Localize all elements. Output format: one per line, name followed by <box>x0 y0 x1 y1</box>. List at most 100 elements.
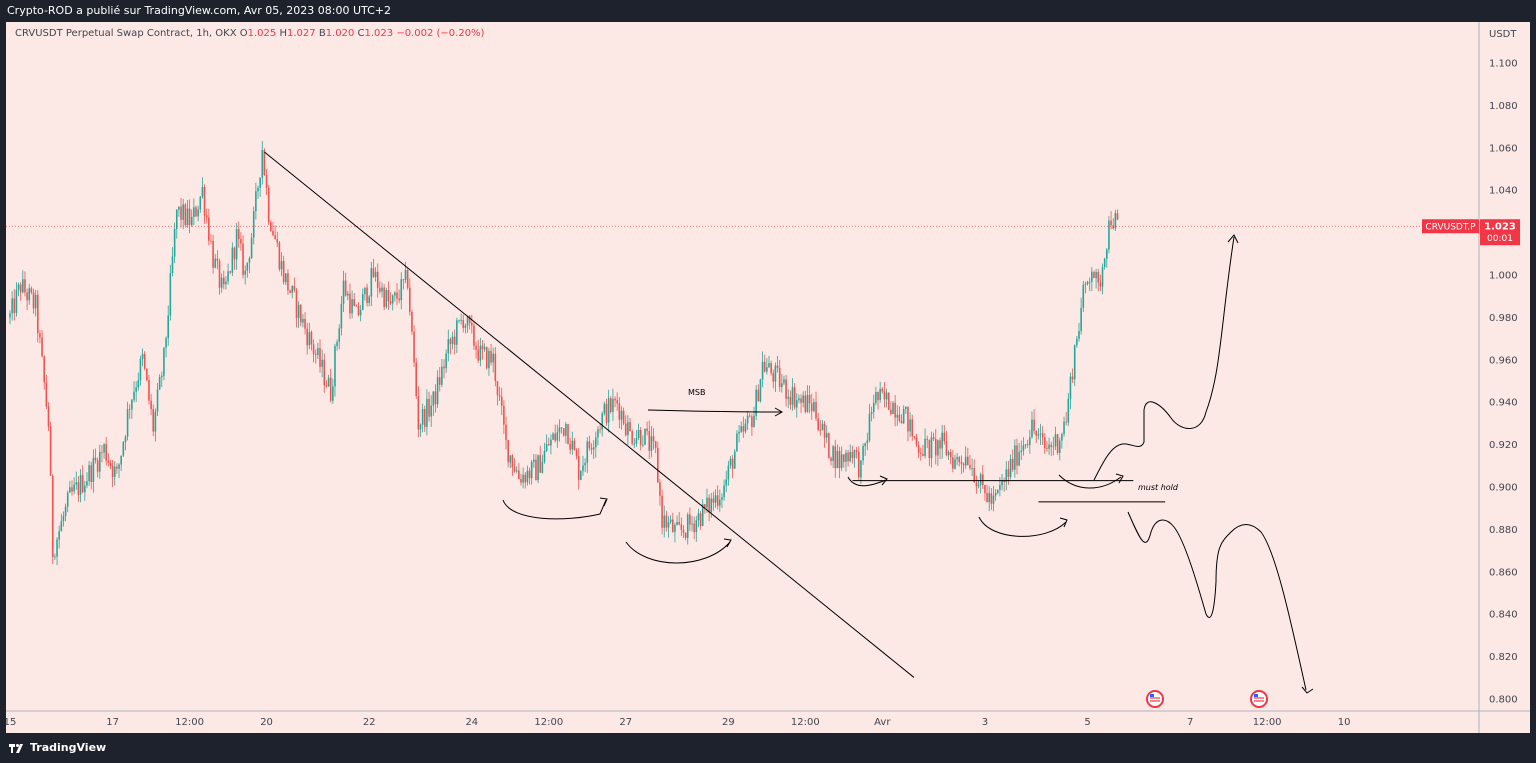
candle-body <box>370 268 373 297</box>
candle-body <box>494 353 497 382</box>
candle-body <box>795 400 798 408</box>
candle-body <box>905 406 907 409</box>
candle-body <box>1003 481 1005 483</box>
candle-body <box>426 398 428 427</box>
candle-body <box>597 429 599 438</box>
candle-body <box>188 208 191 225</box>
candle-body <box>175 209 178 229</box>
candle-body <box>736 433 738 452</box>
candle-body <box>244 270 246 275</box>
candle-body <box>872 402 875 413</box>
candle-body <box>139 358 142 381</box>
candle-body <box>924 438 926 456</box>
candle-body <box>937 440 939 456</box>
candle-body <box>1011 458 1014 470</box>
candle-body <box>233 247 236 260</box>
candle-body <box>396 292 398 299</box>
candle-body <box>753 415 755 428</box>
candle-body <box>471 322 473 326</box>
candle-body <box>41 337 43 357</box>
candle-body <box>830 457 832 461</box>
candle-body <box>490 350 492 363</box>
candle-body <box>676 522 678 525</box>
candle-body <box>449 339 452 345</box>
candle-body <box>265 175 268 188</box>
candle-body <box>218 260 221 288</box>
candle-body <box>24 279 26 293</box>
candle-body <box>342 280 345 304</box>
candle-body <box>851 451 854 458</box>
candle-body <box>1065 421 1067 423</box>
price-tick-label: 0.840 <box>1489 610 1518 621</box>
candle-body <box>310 332 313 345</box>
candle-body <box>447 339 450 354</box>
candle-body <box>379 287 381 292</box>
tradingview-logo[interactable]: TradingView <box>8 741 106 754</box>
candle-body <box>182 204 184 220</box>
price-chart[interactable]: USDT 1.100 1.080 1.060 1.040 1.020 1.000 0.980 0… <box>6 22 1530 733</box>
legend-o-value: 1.025 <box>247 28 277 39</box>
candle-body <box>280 260 283 270</box>
event-flag-canton <box>1254 694 1258 697</box>
candle-body <box>81 475 84 493</box>
candle-body <box>199 196 202 210</box>
candle-body <box>400 279 403 301</box>
candle-body <box>620 410 623 420</box>
candle-body <box>43 356 46 383</box>
candle-body <box>607 398 610 423</box>
candle-body <box>699 513 702 526</box>
candle-body <box>584 462 586 466</box>
candle-body <box>708 497 710 513</box>
candle-body <box>1020 450 1023 453</box>
candle-body <box>646 428 648 432</box>
candle-body <box>36 294 39 334</box>
candle-body <box>631 431 633 444</box>
candle-body <box>637 429 640 439</box>
candle-body <box>956 457 958 460</box>
arc-5 <box>1058 474 1122 489</box>
candle-body <box>909 419 911 432</box>
price-tick-label: 1.100 <box>1489 59 1518 70</box>
candle-body <box>411 311 413 332</box>
candle-body <box>26 292 28 301</box>
candle-body <box>190 216 193 225</box>
price-tick-label: 0.960 <box>1489 355 1518 366</box>
candle-body <box>1116 213 1119 220</box>
footer-bar: TradingView <box>0 733 1536 763</box>
candle-body <box>802 395 804 403</box>
candle-body <box>443 366 445 369</box>
candle-body <box>785 379 787 399</box>
candle-body <box>1084 283 1087 285</box>
candle-body <box>312 344 315 354</box>
candle-body <box>513 467 516 472</box>
candle-body <box>71 487 73 492</box>
candle-body <box>54 556 56 558</box>
candle-body <box>344 280 347 296</box>
candle-body <box>116 466 118 469</box>
candle-body <box>398 298 400 301</box>
candle-body <box>458 320 460 321</box>
candle-body <box>124 436 127 443</box>
candle-body <box>860 460 862 478</box>
candle-body <box>684 532 687 538</box>
candle-body <box>22 279 24 293</box>
candle-body <box>999 485 1001 490</box>
candle-body <box>530 461 533 479</box>
candle-body <box>710 498 713 513</box>
candle-body <box>595 437 597 448</box>
candle-body <box>34 294 37 309</box>
chart-frame[interactable]: USDT 1.100 1.080 1.060 1.040 1.020 1.000 0.980 0… <box>6 22 1530 733</box>
candle-body <box>381 287 383 292</box>
candle-body <box>460 319 462 321</box>
candle-body <box>706 497 708 508</box>
candle-body <box>748 415 751 417</box>
candle-body <box>210 240 212 242</box>
candle-body <box>800 398 802 403</box>
candle-body <box>1080 307 1082 332</box>
candle-body <box>1078 331 1080 339</box>
bear-path <box>1127 511 1307 691</box>
candle-body <box>954 459 956 469</box>
candle-body <box>879 388 881 401</box>
candle-body <box>560 427 563 429</box>
candle-body <box>1095 272 1097 279</box>
